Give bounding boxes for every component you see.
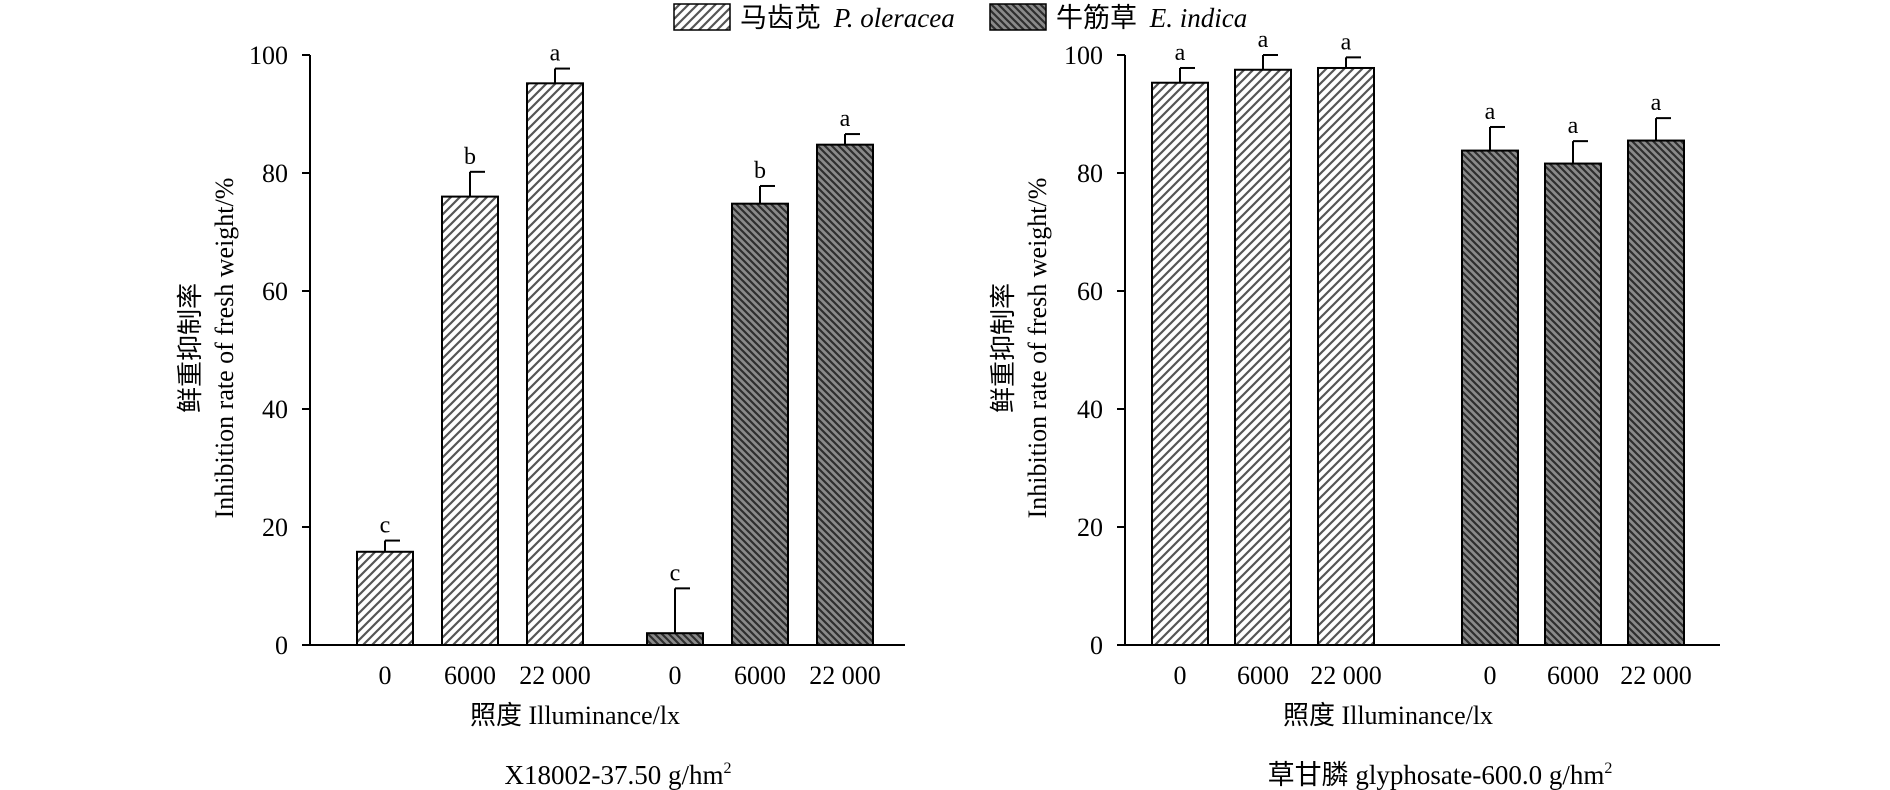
bar	[1317, 66, 1375, 647]
xlabel: 照度 Illuminance/lx	[470, 701, 680, 730]
panel-bars: c 0 b 6000 a 22 000 c 0 b 6000 a 22 000	[356, 41, 881, 690]
x-tick-label: 0	[1484, 661, 1497, 690]
legend-label-p-oleracea-latin: P. oleracea	[833, 3, 955, 33]
x-tick-label: 0	[1174, 661, 1187, 690]
x-tick-label: 6000	[1547, 661, 1599, 690]
panel-caption: 草甘膦 glyphosate-600.0 g/hm2	[1268, 760, 1613, 790]
y-tick-label: 80	[262, 159, 288, 188]
legend-label-p-oleracea-cn: 马齿苋	[740, 3, 821, 33]
significance-letter: a	[1341, 29, 1352, 55]
chart-panel-glyphosate: 0 20 40 60 80 100 a 0 a 6000 a 22 000 a 0 a 6000 a 22 00…	[989, 27, 1720, 790]
legend-label-e-indica-cn: 牛筋草	[1056, 3, 1137, 33]
bar	[1151, 81, 1209, 647]
legend-swatch-e-indica	[989, 3, 1047, 31]
chart-panel-x18002: 0 20 40 60 80 100 c 0 b 6000 a 22 000 c 0 b 6000 a 22 00…	[176, 41, 905, 790]
panel-caption-main: 草甘膦 glyphosate-600.0 g/hm	[1268, 760, 1605, 790]
bar	[731, 202, 789, 646]
panel-caption-sup: 2	[1604, 760, 1612, 777]
x-tick-label: 0	[379, 661, 392, 690]
panel-caption-sup: 2	[724, 760, 732, 777]
bar	[1627, 139, 1685, 647]
y-tick-label: 0	[275, 631, 288, 660]
y-tick-label: 20	[262, 513, 288, 542]
x-tick-label: 6000	[1237, 661, 1289, 690]
significance-letter: a	[1568, 113, 1579, 139]
y-tick-label: 60	[262, 277, 288, 306]
panel-caption: X18002-37.50 g/hm2	[505, 760, 732, 790]
y-tick-label: 0	[1090, 631, 1103, 660]
bar	[1461, 149, 1519, 647]
significance-letter: c	[380, 513, 391, 539]
panel-axes: 0 20 40 60 80 100	[1064, 41, 1720, 660]
ylabel-en: Inhibition rate of fresh weight/%	[210, 178, 239, 519]
panel-bars: a 0 a 6000 a 22 000 a 0 a 6000 a 22 000	[1151, 27, 1692, 690]
significance-letter: a	[1258, 27, 1269, 53]
ylabel-en: Inhibition rate of fresh weight/%	[1023, 178, 1052, 519]
panel-caption-main: X18002-37.50 g/hm	[505, 760, 724, 790]
y-tick-label: 100	[1064, 41, 1103, 70]
significance-letter: a	[550, 41, 561, 67]
significance-letter: a	[1485, 99, 1496, 125]
y-tick-label: 80	[1077, 159, 1103, 188]
xlabel: 照度 Illuminance/lx	[1283, 701, 1493, 730]
significance-letter: b	[464, 144, 476, 170]
bar	[356, 550, 414, 647]
x-tick-label: 22 000	[519, 661, 591, 690]
x-tick-label: 22 000	[1310, 661, 1382, 690]
legend: 马齿苋 P. oleracea 牛筋草 E. indica	[673, 3, 1247, 33]
legend-swatch-p-oleracea	[673, 3, 731, 31]
legend-label-e-indica-latin: E. indica	[1149, 3, 1247, 33]
x-tick-label: 6000	[734, 661, 786, 690]
ylabel-cn: 鲜重抑制率	[176, 283, 205, 413]
y-tick-label: 60	[1077, 277, 1103, 306]
significance-letter: a	[1175, 40, 1186, 66]
bar	[1234, 68, 1292, 646]
x-tick-label: 22 000	[1620, 661, 1692, 690]
legend-label-e-indica: 牛筋草 E. indica	[1056, 3, 1247, 33]
significance-letter: a	[840, 106, 851, 132]
bar	[1544, 162, 1602, 646]
y-tick-label: 40	[262, 395, 288, 424]
y-tick-label: 20	[1077, 513, 1103, 542]
x-tick-label: 0	[669, 661, 682, 690]
bar	[441, 195, 499, 646]
significance-letter: a	[1651, 90, 1662, 116]
legend-label-p-oleracea: 马齿苋 P. oleracea	[740, 3, 955, 33]
significance-letter: c	[670, 560, 681, 586]
y-tick-label: 40	[1077, 395, 1103, 424]
x-tick-label: 22 000	[809, 661, 881, 690]
bar	[526, 82, 584, 646]
y-tick-label: 100	[249, 41, 288, 70]
bar	[816, 143, 874, 646]
ylabel-cn: 鲜重抑制率	[989, 283, 1018, 413]
significance-letter: b	[754, 158, 766, 184]
x-tick-label: 6000	[444, 661, 496, 690]
bar	[646, 632, 704, 647]
